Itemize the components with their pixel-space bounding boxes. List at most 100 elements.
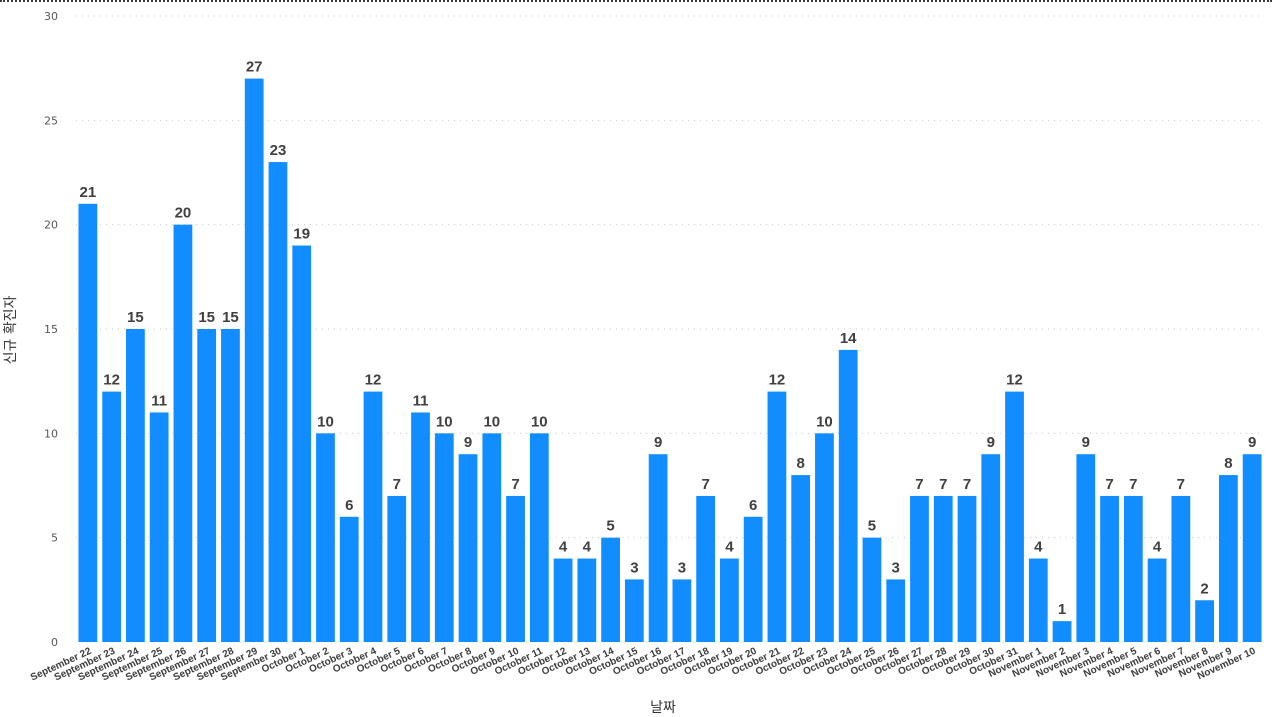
bar[interactable] [1100, 495, 1119, 642]
data-label: 10 [483, 413, 500, 430]
y-tick-label: 25 [44, 114, 58, 127]
top-border [0, 0, 1272, 2]
bar[interactable] [387, 495, 407, 642]
bar[interactable] [292, 245, 312, 643]
bar[interactable] [1028, 558, 1048, 642]
bar[interactable] [126, 329, 145, 642]
bar[interactable] [886, 579, 906, 642]
y-tick-label: 0 [51, 636, 58, 649]
y-tick-label: 30 [44, 10, 58, 23]
y-axis-title: 신규 확진자 [3, 295, 19, 364]
bar[interactable] [720, 558, 739, 642]
bar[interactable] [648, 454, 668, 642]
bar[interactable] [862, 537, 882, 642]
data-label: 7 [1177, 476, 1185, 493]
data-label: 3 [630, 559, 638, 576]
bar[interactable] [838, 349, 858, 642]
data-label: 11 [151, 392, 167, 409]
bar[interactable] [78, 203, 98, 643]
data-label: 1 [1058, 601, 1066, 618]
data-label: 5 [868, 518, 876, 535]
bar[interactable] [221, 329, 240, 642]
bar[interactable] [458, 454, 478, 642]
bar[interactable] [529, 433, 549, 642]
bar[interactable] [102, 391, 122, 642]
bar[interactable] [411, 412, 430, 642]
bar[interactable] [268, 162, 288, 643]
bar[interactable] [791, 475, 811, 642]
bar[interactable] [1005, 391, 1024, 642]
bar[interactable] [981, 454, 1001, 642]
data-label: 20 [175, 205, 192, 222]
data-label: 19 [293, 226, 310, 243]
y-tick-label: 20 [44, 219, 58, 232]
bar[interactable] [197, 329, 217, 642]
data-label: 11 [413, 392, 429, 409]
data-label: 21 [80, 184, 97, 201]
data-label: 2 [1200, 580, 1208, 597]
bar[interactable] [933, 495, 953, 642]
data-label: 4 [1153, 539, 1162, 556]
data-label: 8 [1224, 455, 1232, 472]
y-tick-label: 15 [44, 323, 58, 336]
data-label: 7 [393, 476, 401, 493]
data-label: 3 [892, 559, 900, 576]
data-label: 7 [511, 476, 519, 493]
bar[interactable] [696, 495, 716, 642]
bar[interactable] [363, 391, 383, 642]
bar[interactable] [149, 412, 169, 642]
bar[interactable] [1076, 454, 1096, 642]
bar[interactable] [244, 78, 264, 643]
bar[interactable] [672, 579, 692, 642]
data-label: 12 [769, 372, 786, 389]
data-label: 15 [198, 309, 215, 326]
data-label: 6 [345, 497, 353, 514]
data-label: 10 [531, 413, 548, 430]
bar[interactable] [624, 579, 644, 642]
data-label: 8 [797, 455, 805, 472]
bar[interactable] [1195, 600, 1214, 642]
bar[interactable] [815, 433, 834, 642]
data-label: 7 [963, 476, 971, 493]
bars [78, 78, 1262, 643]
bar[interactable] [506, 495, 525, 642]
data-label: 9 [464, 434, 472, 451]
data-label: 10 [317, 413, 334, 430]
bar[interactable] [577, 558, 597, 642]
bar[interactable] [316, 433, 335, 642]
data-label: 7 [1105, 476, 1113, 493]
data-label: 27 [246, 59, 263, 76]
data-label: 9 [1248, 434, 1256, 451]
data-label: 9 [654, 434, 662, 451]
data-label: 10 [436, 413, 453, 430]
bar[interactable] [1147, 558, 1167, 642]
data-label: 9 [987, 434, 995, 451]
data-label: 12 [365, 372, 382, 389]
data-label: 4 [559, 539, 568, 556]
bar[interactable] [767, 391, 787, 642]
data-label: 6 [749, 497, 757, 514]
data-label: 5 [606, 518, 614, 535]
data-label: 23 [270, 142, 287, 159]
data-label: 4 [725, 539, 734, 556]
bar[interactable] [1242, 454, 1262, 642]
data-label: 12 [103, 372, 120, 389]
bar[interactable] [434, 433, 454, 642]
bar[interactable] [1171, 495, 1191, 642]
bar[interactable] [1052, 621, 1072, 642]
bar[interactable] [173, 224, 193, 642]
bar[interactable] [1123, 495, 1143, 642]
bar[interactable] [553, 558, 573, 642]
y-axis-ticks: 0 5 10 15 20 25 30 [44, 10, 58, 649]
bar[interactable] [743, 516, 763, 642]
bar[interactable] [1218, 475, 1238, 642]
bar[interactable] [957, 495, 977, 642]
bar[interactable] [910, 495, 929, 642]
bar[interactable] [482, 433, 502, 642]
bar[interactable] [601, 537, 620, 642]
bar[interactable] [339, 516, 359, 642]
y-tick-label: 10 [44, 427, 58, 440]
